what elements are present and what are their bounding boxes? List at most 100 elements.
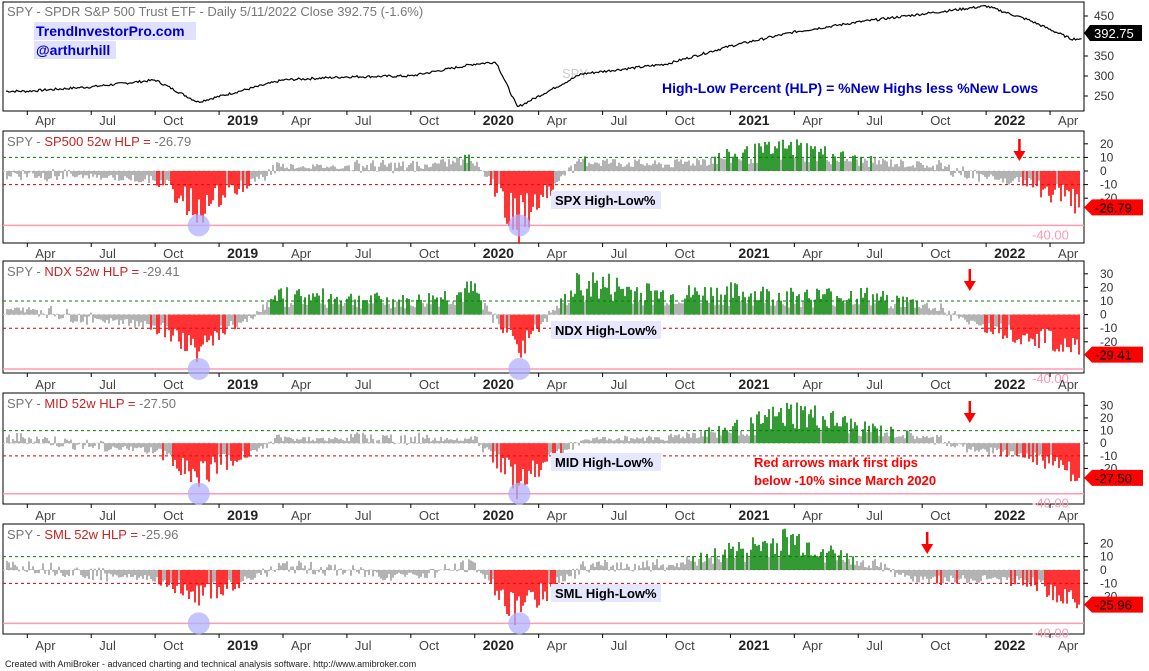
time-tick-label: Apr [1058,113,1079,128]
title-prefix: SPY - [7,396,44,411]
last-value-label: -27.50 [1095,471,1132,486]
red-arrow-head [921,544,934,554]
time-tick-label: Jul [866,113,883,128]
price-y-label: 250 [1094,89,1114,103]
time-tick-label: Jul [611,508,628,523]
high-low-panels: SPY - SP500 52w HLP = -26.79 SPX High-Low… [2,130,1143,653]
time-tick-label: Jul [355,246,372,261]
price-series-label: SPY [562,66,588,81]
time-tick-label: Jul [611,377,628,392]
hl-panel: SPY - MID 52w HLP = -27.50 MID High-Low% 3… [2,392,1143,523]
time-tick-label: Apr [35,246,56,261]
hl-y-label: 0 [1100,164,1107,178]
red-arrow-head [963,413,976,423]
time-axis: Apr Jul Oct 2019 Apr Jul Oct 2020 Apr Jul Oct 2021 A… [26,111,1079,128]
time-tick-label: 2021 [738,507,769,523]
hl-panel-frame [2,392,1085,505]
minus40-label: -40.00 [1032,496,1069,511]
last-value-badge [1084,346,1143,363]
time-tick-label: 2019 [227,507,258,523]
time-tick-label: Apr [802,246,823,261]
low-circle [187,482,210,505]
time-tick-label: 2020 [483,112,514,128]
title-measure: NDX 52w HLP = [44,264,142,279]
price-panel: SPY - SPDR S&P 500 Trust ETF - Daily 5/1… [2,1,1142,112]
time-tick-label: 2019 [227,376,258,392]
time-tick-label: Jul [611,638,628,653]
hl-y-label: 10 [1100,424,1114,438]
time-tick-label: Oct [163,246,184,261]
hl-panel: SPY - NDX 52w HLP = -29.41 NDX High-Low% 3… [2,260,1143,392]
last-value-label: -25.96 [1095,598,1132,613]
time-tick-label: Oct [930,113,951,128]
time-tick-label: Oct [675,508,696,523]
time-tick-label: Jul [99,508,116,523]
last-value-badge [1084,469,1143,486]
hl-y-label: 20 [1100,137,1114,151]
time-tick-label: Apr [802,638,823,653]
footer-credit: Created with AmiBroker - advanced charti… [5,659,416,669]
title-value: -25.96 [142,527,179,542]
low-circle [187,612,210,635]
time-tick-label: Jul [355,377,372,392]
hl-y-label: 30 [1100,398,1114,412]
title-value: -29.41 [143,264,180,279]
time-tick-label: Apr [35,113,56,128]
time-tick-label: Oct [930,638,951,653]
time-tick-label: Oct [419,508,440,523]
last-value-badge [1084,596,1143,613]
hl-y-label: 0 [1100,436,1107,450]
hlp-definition: High-Low Percent (HLP) = %New Highs less… [662,80,1038,96]
hl-y-label: 10 [1100,550,1114,564]
time-tick-label: Jul [99,113,116,128]
minus40-label: -40.00 [1032,227,1069,242]
last-value-label: -26.79 [1095,200,1132,215]
center-label-bg [551,321,661,339]
title-prefix: SPY - [7,134,44,149]
time-tick-label: Oct [675,638,696,653]
time-tick-label: Oct [675,377,696,392]
time-tick-label: Oct [419,113,440,128]
center-label-bg [551,584,661,602]
time-tick-label: 2021 [738,112,769,128]
time-tick-label: Oct [930,508,951,523]
title-value: -27.50 [139,396,176,411]
title-measure: MID 52w HLP = [44,396,139,411]
hl-panel-title: SPY - SP500 52w HLP = -26.79 [7,134,191,149]
red-arrow-head [963,281,976,291]
hl-panel-frame [2,130,1085,244]
last-value-label: -29.41 [1095,348,1132,363]
hl-y-label: 20 [1100,411,1114,425]
time-tick-label: Apr [291,638,312,653]
time-tick-label: Oct [419,246,440,261]
last-value-badge [1084,199,1143,216]
time-tick-label: Jul [355,113,372,128]
time-tick-label: Jul [866,246,883,261]
time-tick-label: Jul [611,113,628,128]
time-tick-label: Apr [547,246,568,261]
last-price-value: 392.75 [1094,26,1134,41]
center-label: SPX High-Low% [555,193,656,208]
hl-y-label: 0 [1100,563,1107,577]
time-tick-label: 2020 [483,637,514,653]
time-tick-label: Jul [99,377,116,392]
time-tick-label: Oct [419,377,440,392]
time-tick-label: 2022 [994,245,1025,261]
hl-y-label: 10 [1100,294,1114,308]
title-measure: SP500 52w HLP = [44,134,154,149]
center-label: SML High-Low% [555,586,657,601]
time-tick-label: Apr [291,246,312,261]
time-tick-label: Apr [1058,638,1079,653]
time-tick-label: 2019 [227,112,258,128]
hl-y-label: -20 [1100,335,1118,349]
hl-y-label: 10 [1100,150,1114,164]
time-tick-label: Apr [291,113,312,128]
time-tick-label: 2021 [738,637,769,653]
title-measure: SML 52w HLP = [44,527,141,542]
time-tick-label: Jul [99,246,116,261]
time-tick-label: Apr [802,113,823,128]
hl-panel-title: SPY - MID 52w HLP = -27.50 [7,396,176,411]
time-tick-label: 2020 [483,507,514,523]
hl-y-label: -10 [1100,321,1118,335]
